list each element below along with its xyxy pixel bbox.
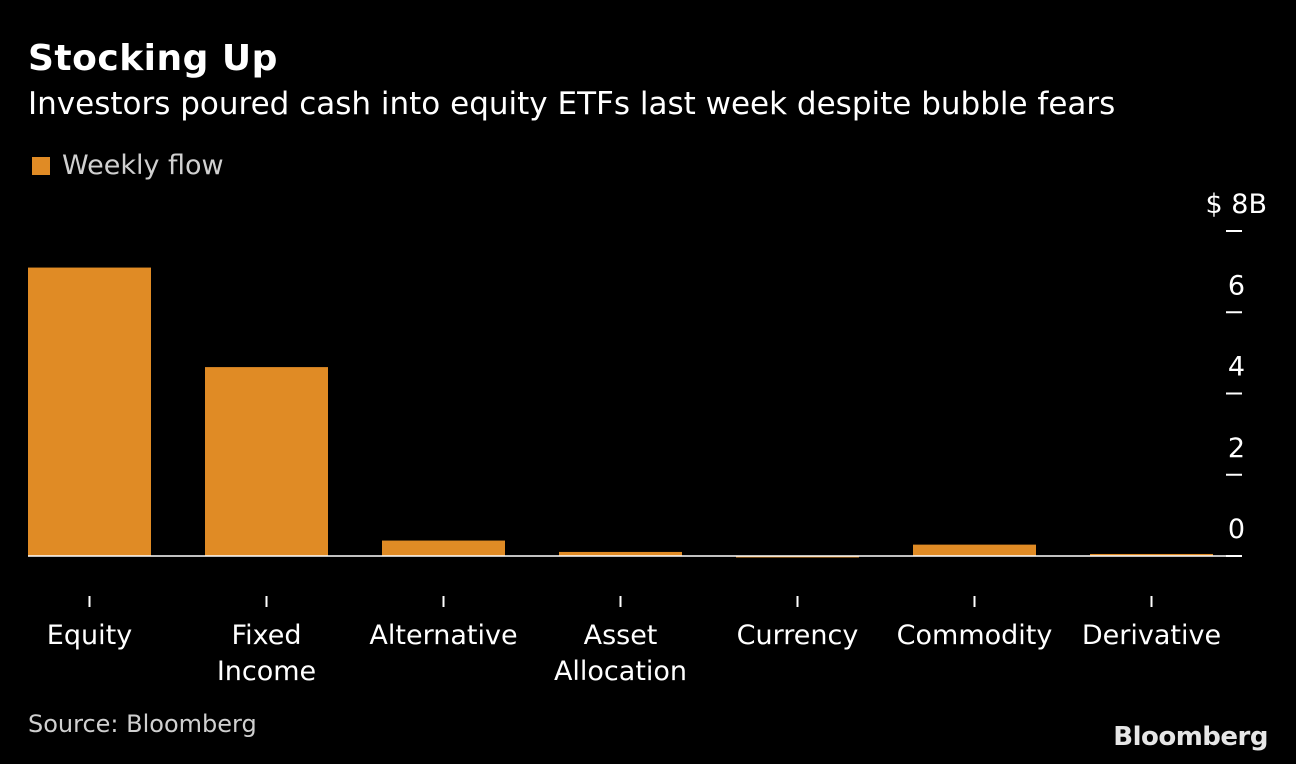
bar xyxy=(913,544,1036,556)
x-tick-label: Income xyxy=(217,656,316,687)
y-tick-label: 2 xyxy=(1228,433,1245,464)
legend-swatch xyxy=(32,156,50,175)
y-tick-label: 6 xyxy=(1228,270,1245,301)
x-tick-label: Allocation xyxy=(554,656,687,687)
x-tick-label: Fixed xyxy=(232,620,302,651)
y-tick-label: 4 xyxy=(1228,352,1245,383)
legend: Weekly flow xyxy=(32,150,224,181)
bar xyxy=(559,551,682,556)
x-tick-label: Alternative xyxy=(369,620,517,651)
y-tick-label: 0 xyxy=(1228,514,1245,545)
bar xyxy=(1090,553,1213,556)
x-tick-label: Equity xyxy=(47,620,132,651)
bloomberg-logo: Bloomberg xyxy=(1113,722,1268,752)
bar xyxy=(382,540,505,556)
x-tick-label: Currency xyxy=(737,620,859,651)
chart-title: Stocking Up xyxy=(28,38,278,79)
bar xyxy=(205,367,328,556)
x-tick-label: Derivative xyxy=(1082,620,1221,651)
x-tick-label: Commodity xyxy=(897,620,1053,651)
source-note: Source: Bloomberg xyxy=(28,710,257,738)
chart-subtitle: Investors poured cash into equity ETFs l… xyxy=(28,86,1116,122)
bar xyxy=(28,267,151,556)
y-tick-label: $ 8B xyxy=(1206,189,1267,220)
legend-label: Weekly flow xyxy=(62,150,224,181)
x-tick-label: Asset xyxy=(584,620,658,651)
